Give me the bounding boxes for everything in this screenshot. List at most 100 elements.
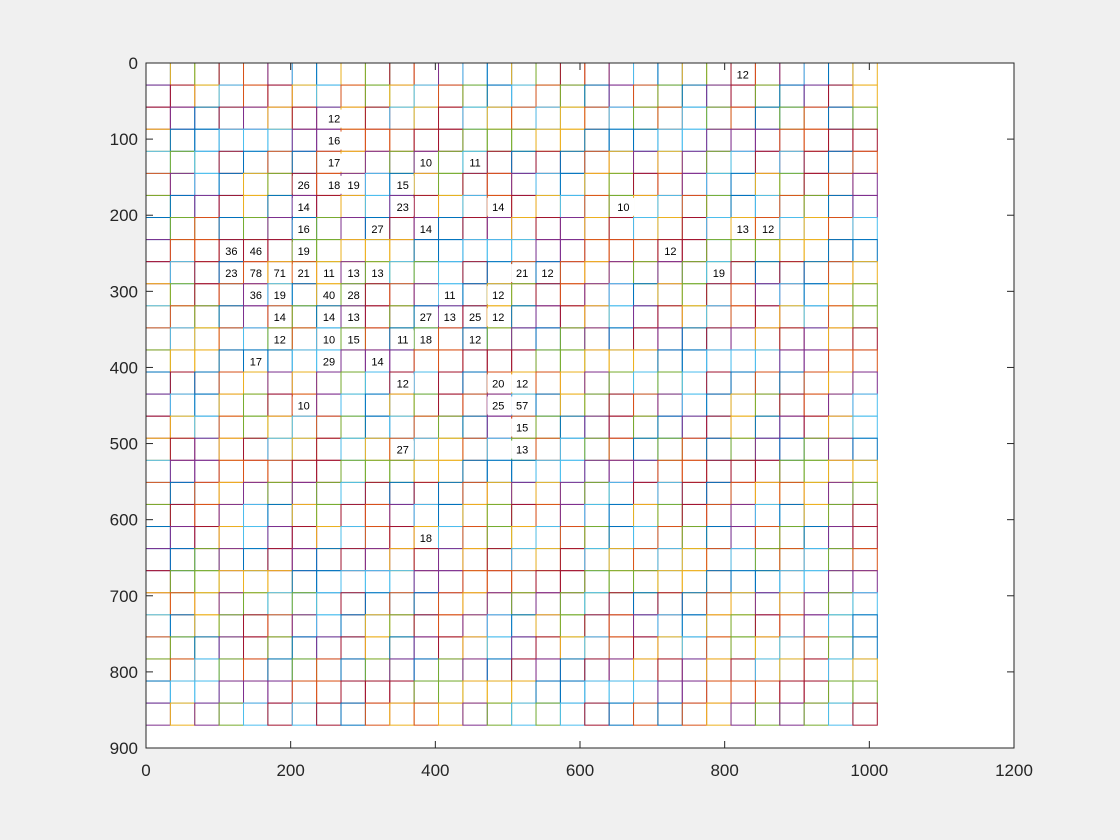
cell-value-text: 27 [397,445,409,457]
cell-value-label: 78 [244,264,267,283]
cell-value-background [366,352,389,371]
x-axis-tick-labels: 0 200 400 600 800 1000 1200 [141,761,1033,780]
cell-value-text: 13 [737,224,749,236]
cell-value-text: 11 [397,334,408,346]
cell-value-text: 14 [323,312,335,324]
cell-value-label: 46 [244,242,267,260]
cell-value-text: 12 [492,312,504,324]
cell-value-label: 11 [391,330,414,349]
cell-value-label: 14 [268,308,291,327]
cell-value-background [536,264,559,283]
cell-value-background [220,264,243,283]
cell-value-background [391,175,414,194]
cell-value-background [244,242,267,260]
cell-value-background [511,440,534,459]
cell-value-text: 29 [323,356,335,368]
cell-value-background [414,153,437,172]
cell-value-text: 19 [274,290,286,302]
y-tick-label: 700 [110,587,138,606]
y-tick-label: 500 [110,435,138,454]
cell-value-background [268,330,291,349]
cell-value-label: 19 [292,242,315,260]
cell-value-label: 12 [731,65,754,84]
cell-value-text: 12 [762,224,774,236]
cell-value-background [511,374,534,393]
cell-value-text: 16 [298,224,310,236]
cell-value-label: 16 [292,219,315,238]
cell-value-label: 19 [707,264,730,283]
cell-value-text: 14 [492,202,504,214]
cell-value-label: 11 [464,153,487,172]
cell-value-label: 14 [414,219,437,238]
cell-value-label: 25 [464,308,487,327]
cell-value-background [342,308,365,327]
cell-value-background [612,197,635,216]
cell-value-text: 12 [664,246,676,258]
cell-value-background [220,242,243,260]
cell-value-label: 25 [487,396,510,415]
cell-value-background [511,418,534,437]
cell-value-text: 13 [371,268,383,280]
cell-value-label: 16 [323,131,346,150]
cell-value-background [318,308,340,327]
cell-value-background [323,175,346,194]
cell-value-background [292,175,315,194]
cell-value-background [757,219,780,238]
cell-value-text: 13 [347,312,359,324]
cell-value-background [487,308,510,327]
cell-value-text: 10 [617,202,629,214]
cell-value-label: 14 [366,352,389,371]
cell-value-label: 12 [391,374,414,393]
x-tick-label: 0 [141,761,150,780]
cell-value-label: 13 [342,264,365,283]
cell-value-text: 18 [328,180,340,192]
cell-value-background [268,286,291,305]
cell-value-background [292,197,315,216]
cell-value-text: 36 [250,290,262,302]
cell-value-background [438,286,461,305]
cell-value-background [318,286,340,305]
cell-value-background [292,396,315,415]
cell-value-text: 12 [541,268,553,280]
cell-value-text: 14 [274,312,286,324]
y-axis-tick-labels: 0 100 200 300 400 500 600 700 800 900 [110,54,138,758]
x-tick-label: 400 [421,761,449,780]
cell-value-label: 13 [511,440,534,459]
cell-value-label: 21 [292,264,315,283]
cell-value-background [244,352,267,371]
cell-value-text: 15 [347,334,359,346]
cell-value-label: 27 [366,219,389,238]
cell-value-label: 14 [487,197,510,216]
cell-value-text: 12 [492,290,504,302]
cell-value-label: 18 [414,330,437,349]
cell-value-label: 36 [220,242,243,260]
cell-value-label: 12 [323,109,346,128]
cell-value-background [487,396,510,415]
cell-value-background [366,219,389,238]
cell-value-text: 40 [323,290,335,302]
y-tick-label: 900 [110,739,138,758]
cell-value-background [438,308,461,327]
cell-value-label: 10 [612,197,635,216]
cell-value-background [731,65,754,84]
cell-value-text: 27 [371,224,383,236]
x-tick-label: 1000 [850,761,888,780]
cell-value-label: 13 [731,219,754,238]
cell-value-text: 13 [516,445,528,457]
x-tick-label: 600 [566,761,594,780]
cell-value-text: 10 [420,158,432,170]
cell-value-label: 12 [464,330,487,349]
cell-value-text: 26 [298,180,310,192]
cell-value-background [464,153,487,172]
cell-value-text: 12 [328,114,340,126]
cell-value-text: 13 [347,268,359,280]
cell-value-label: 15 [511,418,534,437]
cell-value-background [244,264,267,283]
cell-value-text: 11 [469,158,480,170]
cell-value-label: 29 [318,352,340,371]
cell-value-text: 25 [492,401,504,413]
y-tick-label: 300 [110,282,138,301]
cell-value-text: 18 [420,533,432,545]
cell-value-label: 17 [244,352,267,371]
cell-value-text: 19 [713,268,725,280]
